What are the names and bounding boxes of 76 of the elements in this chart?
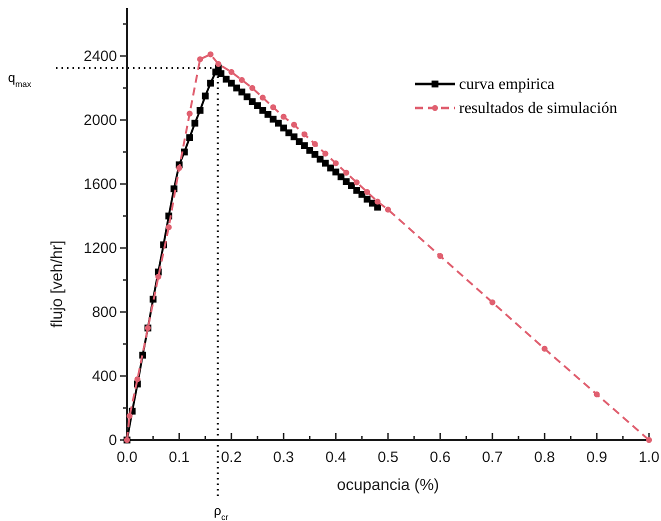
y-tick-label: 400 [92,368,117,385]
point [166,224,172,230]
point [385,206,391,213]
y-tick-label: 0 [108,432,117,449]
point [260,94,266,101]
point [354,179,360,186]
point [280,124,287,132]
y-tick-label: 1600 [84,176,117,193]
point [316,156,324,163]
point [542,346,548,352]
y-tick-label: 2400 [84,48,117,65]
point [343,170,350,176]
point [280,114,287,120]
point [594,391,600,398]
point [301,142,308,149]
point [374,204,381,211]
point [290,133,298,140]
x-axis-title: ocupancia (%) [336,477,440,494]
point [197,56,204,62]
point [489,299,496,306]
y-axis-title: flujo [veh/hr] [49,240,66,328]
x-tick-label: 0.3 [273,449,294,466]
point [191,120,198,127]
legend-label: curva empirica [459,76,554,93]
x-tick-label: 0.6 [430,449,451,466]
point [364,196,371,203]
point [249,85,256,91]
point [312,141,318,147]
point [437,253,444,259]
point [215,61,222,67]
point [332,168,340,176]
x-tick-label: 0.9 [586,449,608,466]
point [244,93,250,100]
point [301,131,308,138]
x-tick-label: 1.0 [638,449,660,466]
point [126,413,133,419]
point [186,110,193,117]
x-tick-label: 0.5 [378,449,398,466]
point [176,165,182,171]
x-tick-label: 0.1 [168,449,190,466]
x-tick-label: 0.0 [116,449,138,466]
point [364,189,370,195]
point [264,111,272,118]
y-tick-label: 2000 [84,112,117,129]
point [374,198,381,205]
x-tick-label: 0.2 [220,449,242,466]
point [238,88,246,96]
point [312,151,318,158]
point [208,51,214,58]
point [233,84,240,92]
point [274,120,282,127]
ref-line-label: ρ$_{cr}$ [214,503,228,521]
point [186,134,194,141]
x-tick-label: 0.8 [534,449,556,466]
point [202,92,209,100]
point [228,69,234,75]
y-tick-label: 1200 [84,240,117,257]
y-tick-label: 800 [92,304,117,321]
point [646,437,652,443]
point [322,160,329,167]
point [196,107,204,114]
point [228,80,235,87]
point [332,160,339,166]
point [291,122,298,128]
point [134,376,140,382]
point [254,102,261,109]
legend-label: resultados de simulación [459,100,618,117]
point [270,104,276,110]
x-tick-label: 0.4 [325,449,346,466]
point [238,77,245,83]
point [218,70,224,77]
x-tick-label: 0.7 [482,449,503,466]
point [155,274,162,280]
ref-line-label: q$_{max}$ [8,70,32,89]
point [207,80,214,87]
point [322,150,328,157]
